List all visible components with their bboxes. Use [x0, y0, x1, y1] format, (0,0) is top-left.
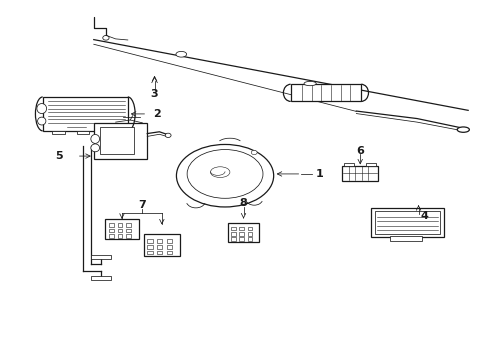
- Ellipse shape: [251, 150, 257, 155]
- Bar: [239, 237, 244, 240]
- Text: 3: 3: [150, 89, 158, 99]
- Bar: [109, 234, 114, 238]
- Bar: [91, 255, 111, 259]
- Bar: [341, 166, 377, 181]
- Bar: [147, 251, 152, 255]
- Bar: [247, 232, 252, 235]
- Text: 5: 5: [55, 151, 62, 161]
- Bar: [370, 208, 443, 237]
- Bar: [126, 229, 131, 232]
- Bar: [117, 229, 122, 232]
- Ellipse shape: [91, 134, 100, 143]
- Bar: [290, 84, 361, 102]
- Bar: [157, 245, 162, 248]
- Ellipse shape: [304, 81, 316, 86]
- Bar: [147, 239, 152, 243]
- Bar: [147, 245, 152, 248]
- Bar: [143, 234, 180, 256]
- Bar: [344, 163, 353, 166]
- Bar: [374, 211, 439, 234]
- Bar: [100, 127, 133, 154]
- Ellipse shape: [210, 167, 229, 177]
- Bar: [166, 239, 172, 243]
- Bar: [231, 237, 235, 240]
- Bar: [94, 123, 147, 158]
- Bar: [117, 234, 122, 238]
- Bar: [231, 227, 235, 230]
- Bar: [126, 234, 131, 238]
- Text: 1: 1: [315, 169, 323, 179]
- Ellipse shape: [91, 144, 100, 152]
- Text: 4: 4: [420, 211, 428, 221]
- Bar: [126, 223, 131, 227]
- Bar: [239, 227, 244, 230]
- Ellipse shape: [187, 149, 263, 198]
- Bar: [109, 223, 114, 227]
- Ellipse shape: [165, 133, 171, 138]
- Ellipse shape: [176, 144, 273, 207]
- Bar: [366, 163, 375, 166]
- Bar: [166, 251, 172, 255]
- Text: 6: 6: [356, 146, 364, 156]
- Bar: [247, 237, 252, 240]
- Bar: [227, 223, 259, 242]
- Bar: [231, 232, 235, 235]
- Bar: [389, 236, 421, 241]
- Bar: [77, 131, 89, 134]
- Bar: [247, 227, 252, 230]
- Bar: [52, 131, 64, 134]
- Ellipse shape: [456, 127, 468, 132]
- Bar: [166, 245, 172, 248]
- Text: 7: 7: [138, 200, 146, 210]
- Ellipse shape: [176, 51, 186, 57]
- Bar: [109, 229, 114, 232]
- Bar: [117, 223, 122, 227]
- Bar: [42, 97, 127, 131]
- Ellipse shape: [38, 117, 46, 125]
- Bar: [239, 232, 244, 235]
- Bar: [157, 239, 162, 243]
- Bar: [91, 276, 111, 280]
- Ellipse shape: [37, 104, 46, 113]
- Bar: [105, 219, 138, 239]
- Text: 8: 8: [239, 198, 247, 208]
- Bar: [157, 251, 162, 255]
- Text: 2: 2: [153, 109, 161, 119]
